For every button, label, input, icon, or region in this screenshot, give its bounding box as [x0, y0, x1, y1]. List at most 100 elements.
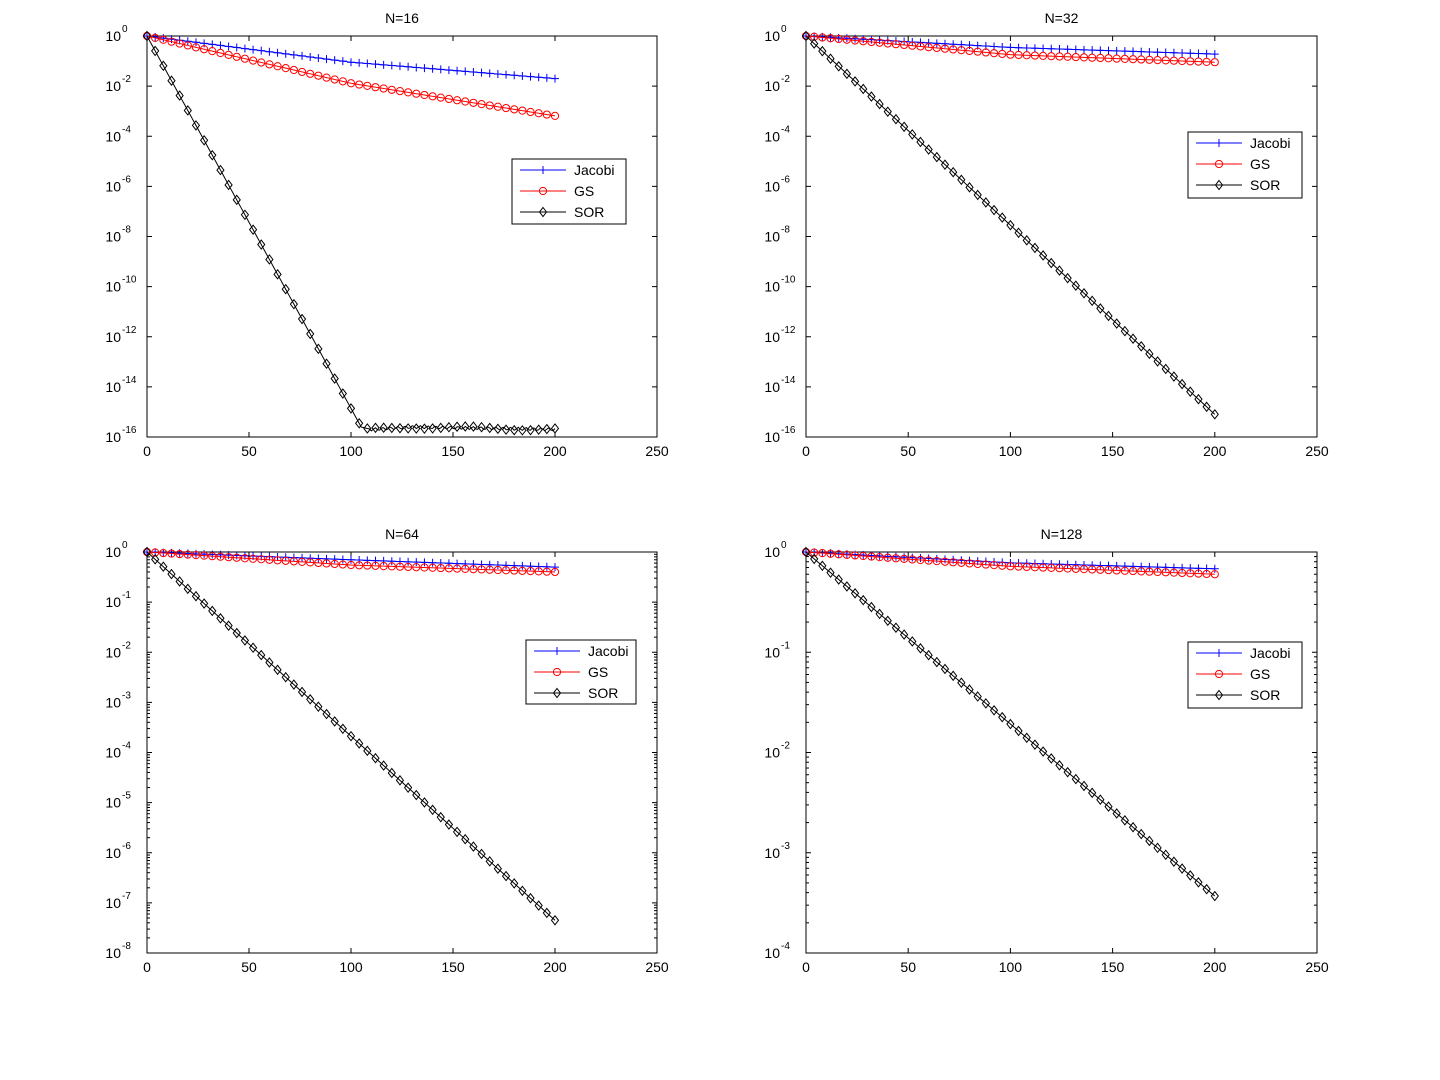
series-marker — [371, 60, 380, 69]
series-marker — [1194, 57, 1203, 66]
series-marker — [1055, 564, 1064, 573]
series-marker — [159, 60, 168, 72]
series-marker — [477, 421, 486, 433]
x-tick-label: 250 — [1305, 443, 1329, 459]
series-marker — [306, 328, 315, 340]
series-marker — [395, 775, 405, 786]
series-marker — [940, 39, 949, 48]
series-marker — [208, 149, 217, 161]
series-marker — [973, 559, 982, 569]
series-marker — [810, 32, 819, 41]
series-marker — [1161, 56, 1170, 65]
series-marker — [363, 745, 372, 757]
series-marker — [1128, 333, 1138, 345]
series-marker — [1112, 318, 1121, 329]
series-marker — [289, 50, 298, 59]
series-marker — [477, 100, 486, 109]
series-marker — [232, 194, 241, 206]
series-marker — [1177, 568, 1187, 578]
series-marker — [973, 47, 982, 56]
series-marker — [199, 134, 209, 146]
series-marker — [387, 85, 396, 94]
legend-label: Jacobi — [574, 162, 614, 178]
legend-marker — [1215, 649, 1223, 657]
y-tick-exponent: -5 — [122, 791, 131, 802]
series-marker — [526, 424, 535, 436]
series-marker — [1104, 54, 1113, 63]
y-tick-exponent: -8 — [122, 941, 131, 952]
series-marker — [175, 549, 184, 559]
series-marker — [1210, 570, 1219, 579]
series-marker — [281, 64, 290, 73]
series-marker — [551, 563, 559, 572]
series-marker — [550, 111, 560, 120]
series-marker — [1169, 48, 1178, 57]
series-marker — [1088, 565, 1097, 574]
legend-marker — [552, 687, 562, 699]
series-marker — [395, 62, 404, 71]
y-tick-exponent: -4 — [122, 124, 131, 135]
series-marker — [1202, 564, 1211, 573]
series-marker — [461, 97, 470, 106]
y-tick-label: 10 — [105, 78, 121, 94]
y-tick-exponent: 0 — [781, 540, 787, 551]
series-marker — [1120, 562, 1129, 571]
series-marker — [403, 782, 413, 793]
series-marker — [859, 594, 868, 606]
series-marker — [1047, 563, 1056, 572]
series-marker — [289, 298, 299, 310]
series-marker — [363, 59, 372, 68]
series-marker — [191, 551, 201, 560]
series-marker — [371, 561, 380, 570]
series-marker — [257, 58, 266, 67]
series-marker — [1022, 51, 1031, 60]
series-marker — [949, 166, 958, 178]
series-marker — [518, 566, 527, 575]
series-marker — [900, 553, 909, 562]
series-marker — [534, 73, 543, 82]
y-tick-exponent: -1 — [122, 590, 131, 601]
series-marker — [989, 704, 999, 716]
series-marker — [453, 559, 462, 568]
series-marker — [371, 422, 380, 434]
series-marker — [257, 649, 266, 661]
series-marker — [924, 144, 933, 155]
legend-label: Jacobi — [588, 643, 628, 659]
series-marker — [850, 36, 860, 45]
series-marker — [379, 556, 388, 565]
series-marker — [151, 554, 160, 565]
series-marker — [1210, 890, 1219, 902]
series-marker — [1063, 45, 1072, 54]
series-marker — [403, 423, 413, 434]
series-marker — [957, 677, 966, 689]
series-marker — [175, 90, 184, 101]
series-marker — [801, 30, 811, 42]
series-marker — [834, 60, 843, 72]
series-marker — [444, 421, 454, 433]
series-marker — [224, 179, 233, 191]
series-marker — [550, 567, 560, 577]
series-marker — [1055, 759, 1064, 771]
y-tick-exponent: -10 — [122, 275, 137, 286]
series-marker — [175, 39, 184, 48]
series-marker — [257, 46, 266, 55]
series-marker — [1112, 808, 1121, 819]
series-marker — [1063, 564, 1072, 573]
series-marker — [199, 598, 209, 609]
series-marker — [1088, 787, 1097, 799]
series-marker — [1153, 567, 1162, 577]
series-marker — [240, 54, 250, 63]
series-marker — [1071, 45, 1080, 54]
series-marker — [1186, 57, 1195, 66]
series-marker — [989, 49, 999, 58]
series-marker — [208, 605, 217, 617]
series-marker — [232, 43, 241, 52]
y-tick-exponent: -8 — [781, 225, 790, 236]
series-marker — [998, 561, 1007, 570]
series-marker — [989, 561, 999, 570]
series-marker — [477, 560, 486, 569]
series-sor — [142, 546, 560, 926]
series-marker — [526, 562, 535, 571]
series-marker — [510, 878, 519, 889]
series-line — [146, 35, 556, 117]
